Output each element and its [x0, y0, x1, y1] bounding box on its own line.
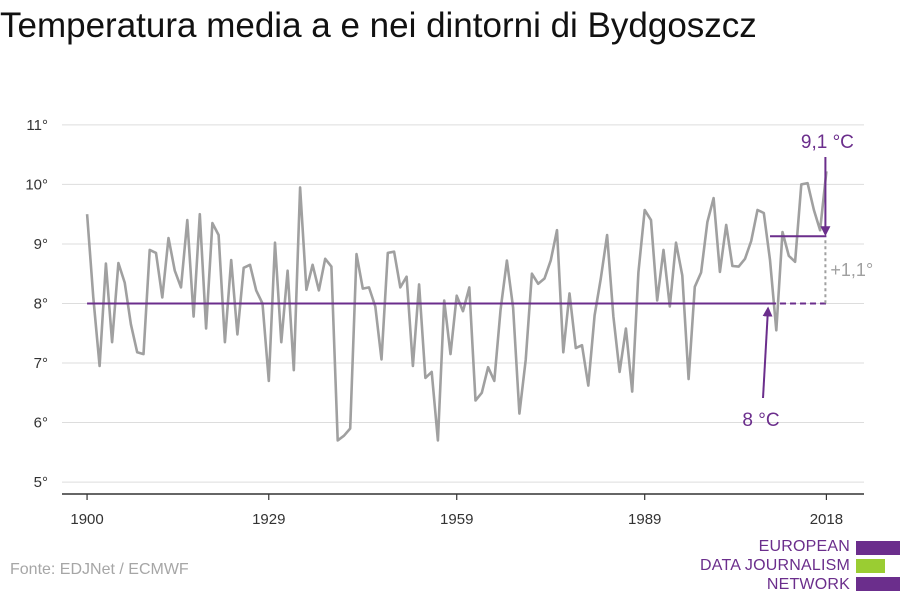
- y-tick-label: 9°: [34, 236, 48, 253]
- x-tick-label: 2018: [810, 511, 843, 528]
- recent-average-label: 9,1 °C: [801, 132, 854, 153]
- x-tick-label: 1929: [252, 511, 285, 528]
- logo-bar-bottom: [856, 577, 900, 591]
- y-tick-label: 5°: [34, 474, 48, 491]
- difference-label: +1,1°: [830, 260, 873, 280]
- y-tick-label: 11°: [26, 117, 48, 134]
- logo-line-3: NETWORK: [766, 576, 850, 593]
- reference-lines: [87, 235, 827, 305]
- page-title: Temperatura media a e nei dintorni di By…: [0, 6, 757, 45]
- baseline-average-arrow: [762, 306, 773, 399]
- series-layer: [85, 171, 828, 442]
- logo-bar-middle: [856, 559, 885, 573]
- annotations: +1,1° 9,1 °C 8 °C: [742, 132, 873, 431]
- x-axis: 1900 1929 1959 1989 2018: [62, 493, 864, 528]
- edjnet-logo[interactable]: EUROPEAN DATA JOURNALISM NETWORK: [700, 538, 900, 598]
- y-tick-label: 7°: [34, 355, 48, 372]
- y-tick-label: 8°: [34, 295, 48, 312]
- x-tick-label: 1959: [440, 511, 473, 528]
- logo-line-2: DATA JOURNALISM: [700, 557, 850, 574]
- y-tick-label: 6°: [34, 415, 48, 432]
- logo-bar-top: [856, 541, 900, 555]
- baseline-average-label: 8 °C: [742, 410, 779, 431]
- logo-line-1: EUROPEAN: [758, 538, 850, 555]
- y-axis-ticks: 5° 6° 7° 8° 9° 10° 11°: [25, 117, 48, 491]
- y-tick-label: 10°: [25, 176, 48, 193]
- temperature-series-line: [85, 171, 828, 442]
- x-tick-label: 1989: [628, 511, 661, 528]
- x-tick-label: 1900: [70, 511, 103, 528]
- source-note: Fonte: EDJNet / ECMWF: [10, 561, 189, 578]
